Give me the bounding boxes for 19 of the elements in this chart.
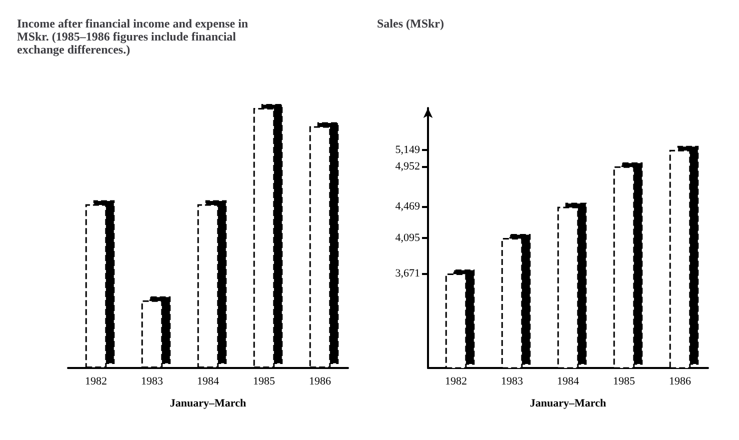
- y-tick-label: 4,469: [395, 200, 420, 213]
- x-tick-label: 1985: [613, 376, 636, 388]
- x-tick-label: 1984: [197, 376, 220, 388]
- x-tick-label: 1986: [309, 376, 332, 388]
- x-tick-label: 1982: [445, 376, 467, 388]
- x-tick-label: 1983: [141, 376, 164, 388]
- x-tick-label: 1986: [669, 376, 692, 388]
- y-tick-label: 5,149: [395, 144, 420, 156]
- x-axis-title: January–March: [530, 398, 606, 410]
- x-tick-label: 1985: [253, 376, 276, 388]
- chart-title: Income after financial income and expense in MSkr. (1985–1986 figures include financial exchange differences.): [17, 16, 252, 56]
- x-tick-label: 1984: [557, 376, 580, 388]
- y-tick-label: 4,095: [395, 232, 420, 244]
- chart-title: Sales (MSkr): [377, 16, 444, 30]
- x-tick-label: 1982: [85, 376, 107, 388]
- y-tick-label: 4,952: [395, 160, 420, 172]
- x-tick-label: 1983: [501, 376, 524, 388]
- y-tick-label: 3,671: [395, 267, 420, 280]
- x-axis-title: January–March: [170, 398, 246, 410]
